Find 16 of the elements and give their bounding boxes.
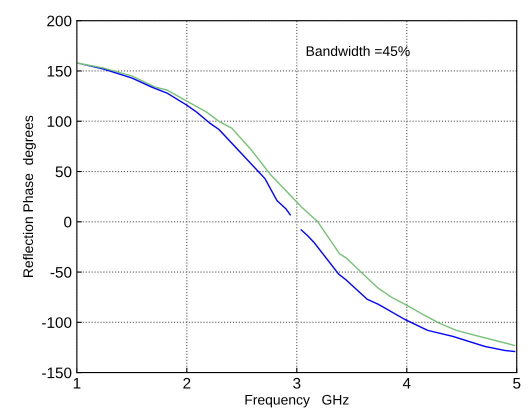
y-tick-label: -100 — [42, 317, 72, 328]
y-tick-label: 150 — [48, 66, 72, 77]
y-tick-label: 50 — [56, 166, 72, 178]
y-tick-label: 0 — [64, 216, 72, 228]
y-tick-label: -50 — [50, 266, 72, 278]
x-tick-label: 3 — [293, 378, 300, 389]
y-axis-title: Reflection Phase degrees — [22, 116, 36, 277]
x-axis-title: Frequency GHz — [245, 394, 349, 408]
x-tick-label: 2 — [183, 378, 190, 389]
x-tick-label: 1 — [74, 378, 80, 389]
annotation: Bandwidth =45% — [306, 46, 410, 56]
x-tick-label: 4 — [402, 378, 411, 389]
x-tick-label: 5 — [513, 378, 520, 389]
y-tick-label: -150 — [42, 367, 72, 378]
y-tick-label: 100 — [48, 116, 72, 127]
y-tick-label: 200 — [47, 16, 72, 26]
